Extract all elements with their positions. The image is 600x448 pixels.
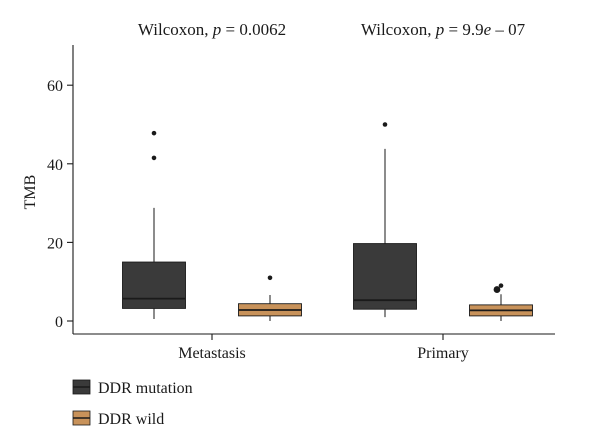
box-body [122, 261, 186, 309]
x-tick-label: Primary [417, 345, 469, 362]
legend-label-ddr-mutation: DDR mutation [98, 380, 193, 397]
box-ddr-mutation-primary [353, 122, 417, 318]
legend-label-ddr-wild: DDR wild [98, 411, 164, 428]
outlier-point [267, 275, 273, 281]
outlier-point [151, 130, 157, 136]
y-tick-label: 60 [47, 78, 63, 95]
legend-item-ddr-wild[interactable]: DDR wild [72, 410, 164, 428]
x-tick-label: Metastasis [178, 345, 246, 362]
annotation-primary: Wilcoxon, p = 9.9e – 07 [361, 20, 526, 39]
legend: DDR mutation DDR wild [72, 379, 193, 428]
y-tick-label: 0 [55, 314, 63, 331]
boxes [122, 122, 533, 321]
box-ddr-wild-metastasis [238, 275, 302, 321]
box-ddr-mutation-metastasis [122, 130, 186, 320]
box-body [353, 243, 417, 310]
annotation-metastasis: Wilcoxon, p = 0.0062 [138, 20, 286, 39]
legend-item-ddr-mutation[interactable]: DDR mutation [72, 379, 193, 397]
outlier-point [151, 155, 157, 161]
y-ticks: 0 20 40 60 [47, 78, 73, 331]
y-tick-label: 20 [47, 235, 63, 252]
y-axis-label: TMB [22, 175, 39, 210]
outlier-point [493, 286, 501, 293]
x-ticks: Metastasis Primary [178, 334, 469, 362]
box-ddr-wild-primary [469, 283, 533, 321]
outlier-point [498, 283, 504, 288]
y-tick-label: 40 [47, 157, 63, 174]
outlier-point [382, 122, 388, 127]
